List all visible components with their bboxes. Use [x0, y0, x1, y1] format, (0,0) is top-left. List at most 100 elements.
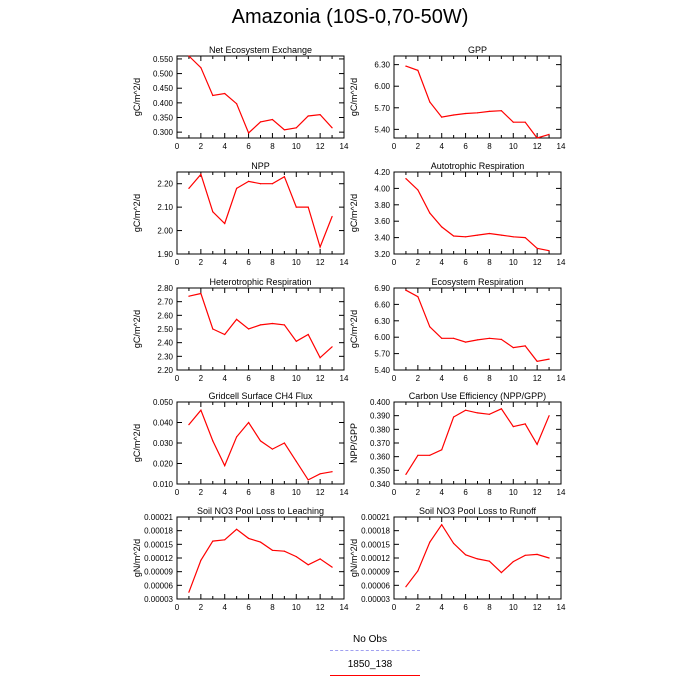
y-axis-label: gC/m^2/d — [132, 310, 142, 348]
y-axis-label: gC/m^2/d — [132, 424, 142, 462]
data-point — [307, 479, 309, 481]
data-point — [512, 347, 514, 349]
data-point — [488, 337, 490, 339]
panel-ecosystem-respiration: Ecosystem Respiration gC/m^2/d 0 2 4 6 8 10 12 14… — [349, 277, 566, 383]
data-point — [548, 415, 550, 417]
data-point — [188, 55, 190, 57]
panel-title: Autotrophic Respiration — [431, 161, 525, 171]
y-tick-label: 3.20 — [374, 250, 390, 259]
data-point — [236, 103, 238, 105]
data-point — [283, 129, 285, 131]
y-tick-label: 0.00009 — [361, 568, 390, 577]
x-tick-label: 8 — [487, 603, 492, 612]
data-point — [465, 409, 467, 411]
data-point — [429, 212, 431, 214]
x-tick-label: 12 — [533, 374, 542, 383]
data-point — [259, 183, 262, 185]
data-point — [465, 554, 467, 556]
x-tick-label: 10 — [509, 258, 518, 267]
panel-soil-no3-pool-loss-to-leaching: Soil NO3 Pool Loss to Leaching gN/m^2/d 0 2… — [132, 506, 349, 612]
x-tick-label: 8 — [270, 488, 275, 497]
data-point — [236, 187, 238, 189]
data-point — [417, 189, 419, 191]
data-point — [271, 118, 273, 121]
y-axis-label: gN/m^2/d — [132, 539, 142, 577]
data-point — [429, 101, 431, 103]
data-point — [548, 250, 550, 252]
x-tick-label: 14 — [557, 258, 566, 267]
data-point — [536, 137, 538, 139]
series-line-1850-138 — [405, 289, 550, 362]
data-point — [307, 333, 309, 336]
panel-gridcell-surface-ch4-flux: Gridcell Surface CH4 Flux gC/m^2/d 0 2 4 6 8 10… — [132, 391, 349, 497]
data-point — [331, 471, 333, 473]
y-tick-label: 0.380 — [370, 425, 391, 434]
x-tick-label: 2 — [416, 258, 421, 267]
y-tick-label: 0.370 — [370, 439, 391, 448]
data-point — [188, 295, 190, 297]
y-tick-label: 0.500 — [153, 70, 174, 79]
data-point — [500, 234, 502, 236]
series-line-1850-138 — [405, 178, 550, 252]
panel-soil-no3-pool-loss-to-runoff: Soil NO3 Pool Loss to Runoff gN/m^2/d 0 2 4 6… — [349, 506, 566, 612]
x-tick-label: 14 — [340, 142, 349, 151]
data-point — [295, 556, 297, 558]
plot-frame — [393, 516, 562, 600]
y-axis-label: gC/m^2/d — [349, 310, 359, 348]
panel-net-ecosystem-exchange: Net Ecosystem Exchange gC/m^2/d 0 2 4 6 8 10 12 1… — [132, 45, 349, 151]
data-point — [548, 557, 550, 559]
data-point — [295, 206, 297, 208]
data-point — [200, 67, 202, 69]
data-point — [536, 247, 538, 249]
x-tick-label: 10 — [509, 603, 518, 612]
y-tick-label: 0.400 — [153, 99, 174, 108]
data-point — [248, 132, 250, 134]
data-point — [453, 542, 455, 545]
data-point — [212, 440, 214, 442]
x-tick-label: 2 — [199, 142, 204, 151]
y-tick-label: 4.00 — [374, 184, 390, 193]
x-tick-label: 14 — [557, 488, 566, 497]
y-tick-label: 0.00018 — [361, 527, 390, 536]
y-axis-label: gC/m^2/d — [132, 194, 142, 232]
data-point — [283, 442, 285, 444]
x-tick-label: 8 — [270, 142, 275, 151]
data-point — [405, 586, 407, 588]
data-point — [429, 454, 431, 456]
data-point — [319, 357, 321, 359]
data-point — [200, 173, 202, 175]
x-tick-label: 10 — [292, 142, 301, 151]
x-tick-label: 14 — [340, 488, 349, 497]
data-point — [259, 324, 262, 326]
x-tick-label: 4 — [222, 488, 227, 497]
data-point — [536, 360, 538, 362]
data-point — [331, 215, 333, 218]
x-tick-label: 6 — [246, 142, 251, 151]
x-tick-label: 4 — [222, 603, 227, 612]
data-point — [453, 416, 455, 418]
data-point — [236, 436, 238, 438]
data-point — [512, 236, 514, 238]
data-point — [248, 328, 250, 330]
y-tick-label: 0.030 — [153, 439, 174, 448]
y-tick-label: 6.60 — [374, 300, 390, 309]
y-tick-label: 0.390 — [370, 412, 391, 421]
data-point — [453, 235, 455, 237]
x-tick-label: 12 — [533, 488, 542, 497]
panel-npp: NPP gC/m^2/d 0 2 4 6 8 10 12 14 1.90 2.00 2.10 2.20 — [132, 161, 349, 267]
data-point — [524, 345, 526, 347]
data-point — [224, 333, 226, 336]
panel-gpp: GPP gC/m^2/d 0 2 4 6 8 10 12 14 5.40 5.70 6.00 6.30 — [349, 45, 566, 151]
x-tick-label: 2 — [199, 603, 204, 612]
x-tick-label: 2 — [199, 258, 204, 267]
x-tick-label: 10 — [509, 374, 518, 383]
x-tick-label: 12 — [316, 488, 325, 497]
data-point — [319, 558, 321, 560]
data-point — [236, 528, 238, 530]
y-tick-label: 5.40 — [374, 366, 390, 375]
x-tick-label: 2 — [416, 374, 421, 383]
y-tick-label: 6.30 — [374, 317, 390, 326]
data-point — [512, 121, 514, 123]
x-tick-label: 14 — [557, 142, 566, 151]
